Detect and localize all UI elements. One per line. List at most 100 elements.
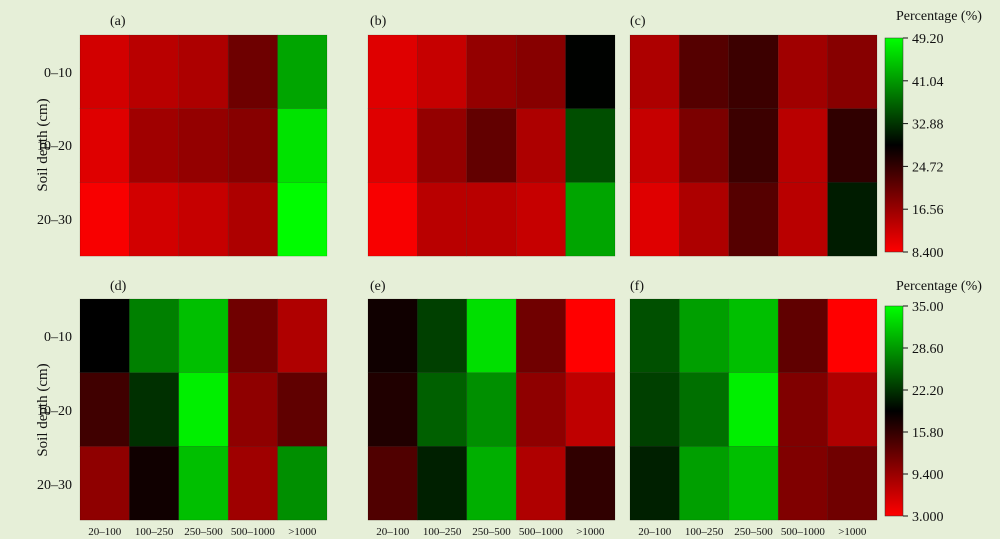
heatmap-cell: [629, 34, 680, 109]
heatmap-cells: [367, 34, 616, 257]
heatmap-cell: [679, 182, 730, 257]
heatmap-cell: [466, 182, 517, 257]
heatmap-cell: [515, 372, 566, 447]
heatmap-cell: [227, 298, 278, 373]
heatmap-cell: [417, 298, 468, 373]
heatmap-cell: [565, 446, 616, 521]
colorbar-tick-label: 35.00: [912, 300, 944, 315]
x-axis-labels-f: 20–100 100–250 250–500 500–1000 >1000: [638, 526, 867, 538]
heatmap-cell: [367, 108, 418, 183]
heatmap-cell: [227, 34, 278, 109]
heatmap-cell: [79, 446, 130, 521]
panel-label: (f): [630, 279, 644, 294]
heatmap-cell: [466, 446, 517, 521]
x-tick-label: >1000: [838, 526, 867, 538]
depth-label: 0–10: [44, 66, 72, 81]
heatmap-cell: [466, 34, 517, 109]
heatmap-cell: [417, 108, 468, 183]
panel-a: (a): [79, 14, 328, 257]
x-tick-label: 250–500: [734, 526, 773, 538]
heatmap-cell: [679, 372, 730, 447]
heatmap-cell: [565, 108, 616, 183]
heatmap-cell: [827, 108, 878, 183]
heatmap-cell: [227, 372, 278, 447]
heatmap-cell: [565, 34, 616, 109]
heatmap-cell: [728, 34, 779, 109]
heatmap-cell: [178, 108, 229, 183]
heatmap-cell: [367, 298, 418, 373]
heatmap-cell: [129, 108, 180, 183]
heatmap-cell: [79, 298, 130, 373]
heatmap-cell: [367, 34, 418, 109]
heatmap-cell: [629, 446, 680, 521]
heatmap-cell: [679, 34, 730, 109]
heatmap-cell: [777, 34, 828, 109]
heatmap-cell: [728, 108, 779, 183]
panel-e: (e): [367, 279, 616, 521]
heatmap-cell: [129, 34, 180, 109]
colorbar-gradient: [884, 37, 904, 253]
heatmap-cell: [277, 446, 328, 521]
heatmap-cells: [79, 34, 328, 257]
heatmap-cell: [515, 298, 566, 373]
heatmap-cell: [777, 182, 828, 257]
heatmap-cell: [827, 446, 878, 521]
colorbar-top: Percentage (%) 49.20 41.04 32.88 24.72 16.56…: [884, 9, 982, 261]
heatmap-cell: [565, 182, 616, 257]
heatmap-cell: [565, 298, 616, 373]
heatmap-cell: [466, 298, 517, 373]
heatmap-cell: [515, 34, 566, 109]
x-tick-label: 100–250: [423, 526, 462, 538]
x-tick-label: 250–500: [472, 526, 511, 538]
x-tick-label: 20–100: [638, 526, 672, 538]
panel-d: (d): [79, 279, 328, 521]
colorbar-tick-label: 15.80: [912, 426, 944, 441]
depth-label: 10–20: [37, 404, 72, 419]
colorbar-ticks: 49.20 41.04 32.88 24.72 16.56 8.400: [903, 32, 944, 261]
heatmap-cell: [777, 372, 828, 447]
heatmap-cell: [227, 182, 278, 257]
depth-labels-top: 0–10 10–20 20–30: [37, 66, 72, 228]
panel-label: (e): [370, 279, 386, 294]
heatmap-cell: [227, 446, 278, 521]
x-tick-label: 250–500: [184, 526, 223, 538]
colorbar-tick-label: 28.60: [912, 342, 944, 357]
heatmap-cell: [277, 108, 328, 183]
heatmap-cell: [227, 108, 278, 183]
heatmap-cell: [277, 34, 328, 109]
x-tick-label: >1000: [576, 526, 605, 538]
heatmap-cell: [728, 446, 779, 521]
heatmap-cell: [827, 34, 878, 109]
colorbar-tick-label: 49.20: [912, 32, 944, 47]
heatmap-cell: [728, 298, 779, 373]
x-tick-label: 20–100: [88, 526, 122, 538]
heatmap-cell: [629, 372, 680, 447]
colorbar-tick-label: 3.000: [912, 510, 944, 525]
heatmap-cell: [277, 372, 328, 447]
x-axis-labels-e: 20–100 100–250 250–500 500–1000 >1000: [376, 526, 605, 538]
heatmap-cell: [777, 298, 828, 373]
heatmap-cell: [629, 298, 680, 373]
colorbar-gradient: [884, 305, 904, 517]
heatmap-cell: [417, 34, 468, 109]
heatmap-cell: [679, 108, 730, 183]
heatmap-cell: [129, 446, 180, 521]
depth-labels-bottom: 0–10 10–20 20–30: [37, 330, 72, 493]
panel-label: (c): [630, 14, 646, 29]
heatmap-cell: [129, 372, 180, 447]
heatmap-cell: [277, 182, 328, 257]
colorbar-tick-label: 22.20: [912, 384, 944, 399]
heatmap-cell: [679, 298, 730, 373]
heatmap-cell: [178, 182, 229, 257]
depth-label: 20–30: [37, 213, 72, 228]
heatmap-cell: [777, 446, 828, 521]
heatmap-cell: [565, 372, 616, 447]
heatmap-cell: [367, 446, 418, 521]
heatmap-cell: [277, 298, 328, 373]
colorbar-title: Percentage (%): [896, 279, 982, 294]
heatmap-cell: [178, 298, 229, 373]
x-tick-label: 100–250: [685, 526, 724, 538]
heatmap-cell: [79, 34, 130, 109]
colorbar-tick-label: 32.88: [912, 118, 944, 133]
heatmap-cell: [79, 108, 130, 183]
